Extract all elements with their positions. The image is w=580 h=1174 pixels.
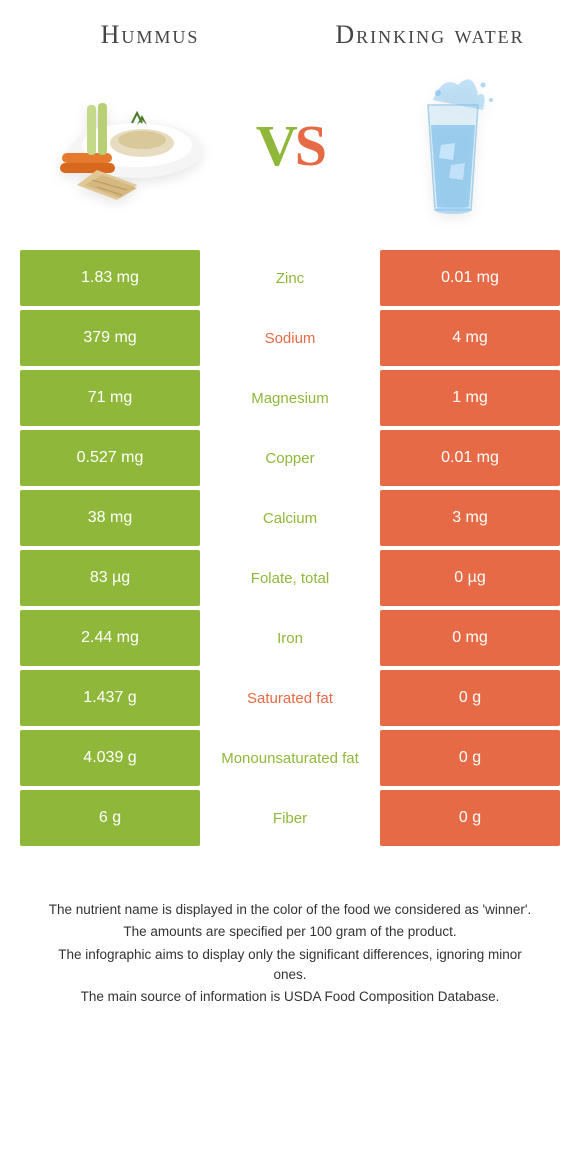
nutrient-label: Iron bbox=[200, 610, 380, 666]
vs-s: S bbox=[295, 113, 324, 178]
right-value: 0 µg bbox=[380, 550, 560, 606]
left-food-title: Hummus bbox=[10, 20, 290, 50]
table-row: 2.44 mgIron0 mg bbox=[20, 610, 560, 666]
right-value: 0.01 mg bbox=[380, 250, 560, 306]
nutrient-label: Folate, total bbox=[200, 550, 380, 606]
vs-v: V bbox=[256, 113, 295, 178]
nutrient-label: Fiber bbox=[200, 790, 380, 846]
nutrient-label: Copper bbox=[200, 430, 380, 486]
table-row: 4.039 gMonounsaturated fat0 g bbox=[20, 730, 560, 786]
right-value: 0 g bbox=[380, 790, 560, 846]
right-value: 0 g bbox=[380, 670, 560, 726]
table-row: 379 mgSodium4 mg bbox=[20, 310, 560, 366]
right-value: 0.01 mg bbox=[380, 430, 560, 486]
right-value: 0 mg bbox=[380, 610, 560, 666]
hummus-image bbox=[42, 70, 212, 220]
nutrient-label: Magnesium bbox=[200, 370, 380, 426]
right-food-title: Drinking water bbox=[290, 20, 570, 50]
vs-label: VS bbox=[256, 112, 324, 179]
comparison-table: 1.83 mgZinc0.01 mg379 mgSodium4 mg71 mgM… bbox=[0, 250, 580, 846]
footnote-line: The main source of information is USDA F… bbox=[40, 987, 540, 1007]
left-value: 6 g bbox=[20, 790, 200, 846]
left-value: 2.44 mg bbox=[20, 610, 200, 666]
header-row: Hummus Drinking water bbox=[0, 0, 580, 60]
left-value: 4.039 g bbox=[20, 730, 200, 786]
nutrient-label: Sodium bbox=[200, 310, 380, 366]
table-row: 0.527 mgCopper0.01 mg bbox=[20, 430, 560, 486]
nutrient-label: Zinc bbox=[200, 250, 380, 306]
footnotes: The nutrient name is displayed in the co… bbox=[0, 850, 580, 1029]
left-value: 0.527 mg bbox=[20, 430, 200, 486]
left-value: 379 mg bbox=[20, 310, 200, 366]
water-image bbox=[368, 70, 538, 220]
footnote-line: The amounts are specified per 100 gram o… bbox=[40, 922, 540, 942]
left-value: 83 µg bbox=[20, 550, 200, 606]
table-row: 38 mgCalcium3 mg bbox=[20, 490, 560, 546]
nutrient-label: Monounsaturated fat bbox=[200, 730, 380, 786]
left-value: 71 mg bbox=[20, 370, 200, 426]
right-value: 3 mg bbox=[380, 490, 560, 546]
footnote-line: The infographic aims to display only the… bbox=[40, 945, 540, 986]
left-value: 38 mg bbox=[20, 490, 200, 546]
nutrient-label: Calcium bbox=[200, 490, 380, 546]
right-value: 0 g bbox=[380, 730, 560, 786]
nutrient-label: Saturated fat bbox=[200, 670, 380, 726]
table-row: 1.437 gSaturated fat0 g bbox=[20, 670, 560, 726]
left-value: 1.437 g bbox=[20, 670, 200, 726]
table-row: 71 mgMagnesium1 mg bbox=[20, 370, 560, 426]
table-row: 6 gFiber0 g bbox=[20, 790, 560, 846]
right-value: 4 mg bbox=[380, 310, 560, 366]
right-value: 1 mg bbox=[380, 370, 560, 426]
images-row: VS bbox=[0, 60, 580, 250]
table-row: 83 µgFolate, total0 µg bbox=[20, 550, 560, 606]
left-value: 1.83 mg bbox=[20, 250, 200, 306]
table-row: 1.83 mgZinc0.01 mg bbox=[20, 250, 560, 306]
footnote-line: The nutrient name is displayed in the co… bbox=[40, 900, 540, 920]
